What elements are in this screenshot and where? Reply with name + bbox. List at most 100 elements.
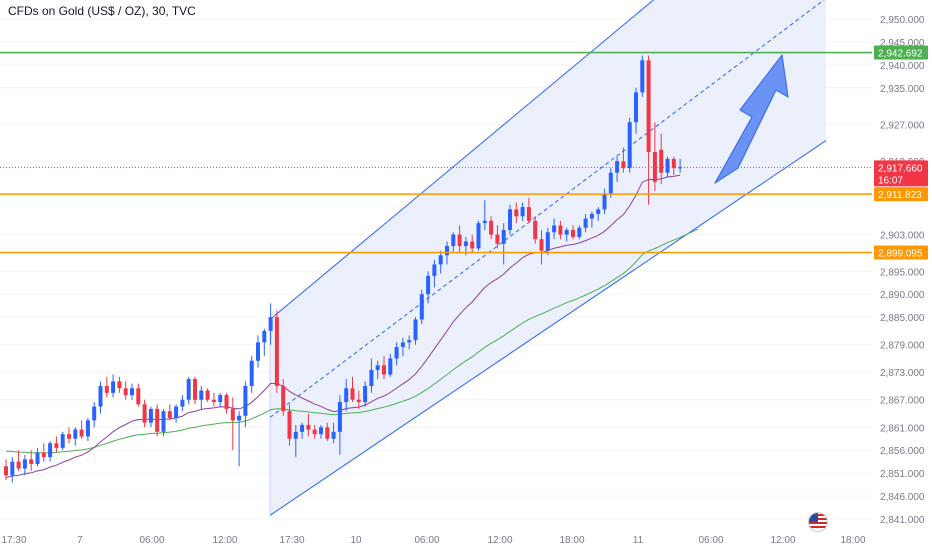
candle-body: [268, 317, 273, 331]
candle: [237, 411, 242, 467]
candle-body: [29, 459, 34, 464]
candle: [659, 133, 664, 185]
candle-body: [300, 424, 305, 432]
candle-body: [193, 379, 197, 400]
candle: [596, 207, 601, 221]
candle-body: [596, 209, 601, 214]
candle: [520, 202, 525, 221]
candle: [388, 353, 393, 377]
candle-body: [331, 431, 336, 439]
candle: [539, 230, 544, 265]
candle: [180, 395, 185, 412]
candle-body: [558, 225, 563, 235]
candle: [671, 156, 676, 175]
price-badge-countdown: 16:07: [878, 175, 903, 186]
price-badge: 2,911.823: [874, 187, 928, 202]
candle-body: [54, 443, 59, 448]
candle-body: [394, 346, 399, 359]
x-tick-label: 12:00: [487, 535, 512, 546]
candle-body: [293, 431, 298, 439]
candle-body: [161, 411, 166, 432]
candle-body: [432, 264, 437, 276]
candle-body: [4, 466, 8, 476]
candle-body: [583, 218, 588, 228]
candle: [199, 385, 204, 409]
y-tick-label: 2,867.000: [880, 396, 925, 407]
candle-body: [514, 209, 519, 217]
candle-body: [98, 385, 103, 407]
channel-lower-line: [269, 140, 827, 516]
x-tick-label: 18:00: [840, 535, 865, 546]
candle-body: [375, 365, 380, 370]
regression-channel[interactable]: [269, 0, 827, 516]
price-badge-label: 2,942.692: [878, 49, 923, 60]
y-tick-label: 2,940.000: [880, 61, 925, 72]
y-tick-label: 2,935.000: [880, 84, 925, 95]
y-tick-label: 2,903.000: [880, 231, 925, 242]
candle-body: [79, 429, 84, 437]
candle-body: [60, 434, 65, 448]
x-tick-label: 7: [77, 535, 83, 546]
us-flag-icon[interactable]: [808, 512, 828, 532]
ma-slow-line: [5, 228, 699, 454]
x-tick-label: 12:00: [770, 535, 795, 546]
candle: [482, 200, 487, 231]
candle: [67, 427, 71, 444]
candle: [350, 376, 355, 403]
candle-body: [564, 230, 569, 235]
candle-body: [10, 461, 15, 476]
candle: [344, 379, 349, 412]
candle: [552, 218, 557, 240]
candle-body: [489, 220, 494, 235]
candle-body: [526, 207, 531, 221]
candle: [678, 158, 683, 173]
candle-body: [382, 365, 386, 375]
candle: [155, 404, 160, 437]
candle: [451, 232, 456, 253]
time-axis[interactable]: 17:30 7 06:00 12:00 17:30 10 06:00 12:00 18:00 11…: [1, 535, 865, 546]
candle: [325, 422, 330, 442]
candle-body: [237, 415, 242, 421]
candle-body: [457, 234, 462, 247]
price-badge-bg: [874, 245, 928, 260]
candle-body: [552, 225, 557, 233]
candle: [230, 397, 235, 451]
candle: [79, 420, 84, 439]
candle-body: [445, 246, 449, 256]
x-tick-label: 06:00: [414, 535, 439, 546]
candle-body: [104, 385, 109, 393]
candle: [375, 360, 380, 380]
y-tick-label: 2,879.000: [880, 341, 925, 352]
candle: [148, 406, 153, 428]
x-tick-label: 06:00: [698, 535, 723, 546]
candle: [394, 342, 399, 366]
candle-body: [224, 395, 229, 409]
candle-body: [363, 385, 368, 403]
candle: [558, 220, 563, 240]
candle-body: [319, 427, 323, 435]
candle-body: [211, 399, 216, 403]
up-arrow-icon[interactable]: [714, 54, 789, 184]
price-badge-label: 2,899.095: [878, 249, 923, 260]
x-tick-label: 17:30: [1, 535, 26, 546]
candle: [589, 211, 594, 228]
candle: [319, 424, 323, 439]
candle: [54, 436, 59, 453]
candle-body: [274, 317, 279, 386]
candle: [29, 450, 34, 471]
price-axis[interactable]: 2,950.000 2,945.000 2,940.000 2,935.000 2,92…: [880, 15, 925, 526]
candle: [564, 227, 569, 242]
candle: [438, 250, 443, 274]
candle-body: [48, 443, 53, 458]
candle-body: [451, 234, 456, 247]
y-tick-label: 2,890.000: [880, 290, 925, 301]
candle: [400, 337, 405, 357]
candle-body: [533, 220, 538, 240]
candle-body: [67, 434, 71, 439]
candle: [514, 202, 519, 224]
candle-body: [92, 406, 97, 421]
candle: [312, 424, 317, 439]
candle-body: [520, 207, 525, 217]
candle: [583, 213, 588, 233]
